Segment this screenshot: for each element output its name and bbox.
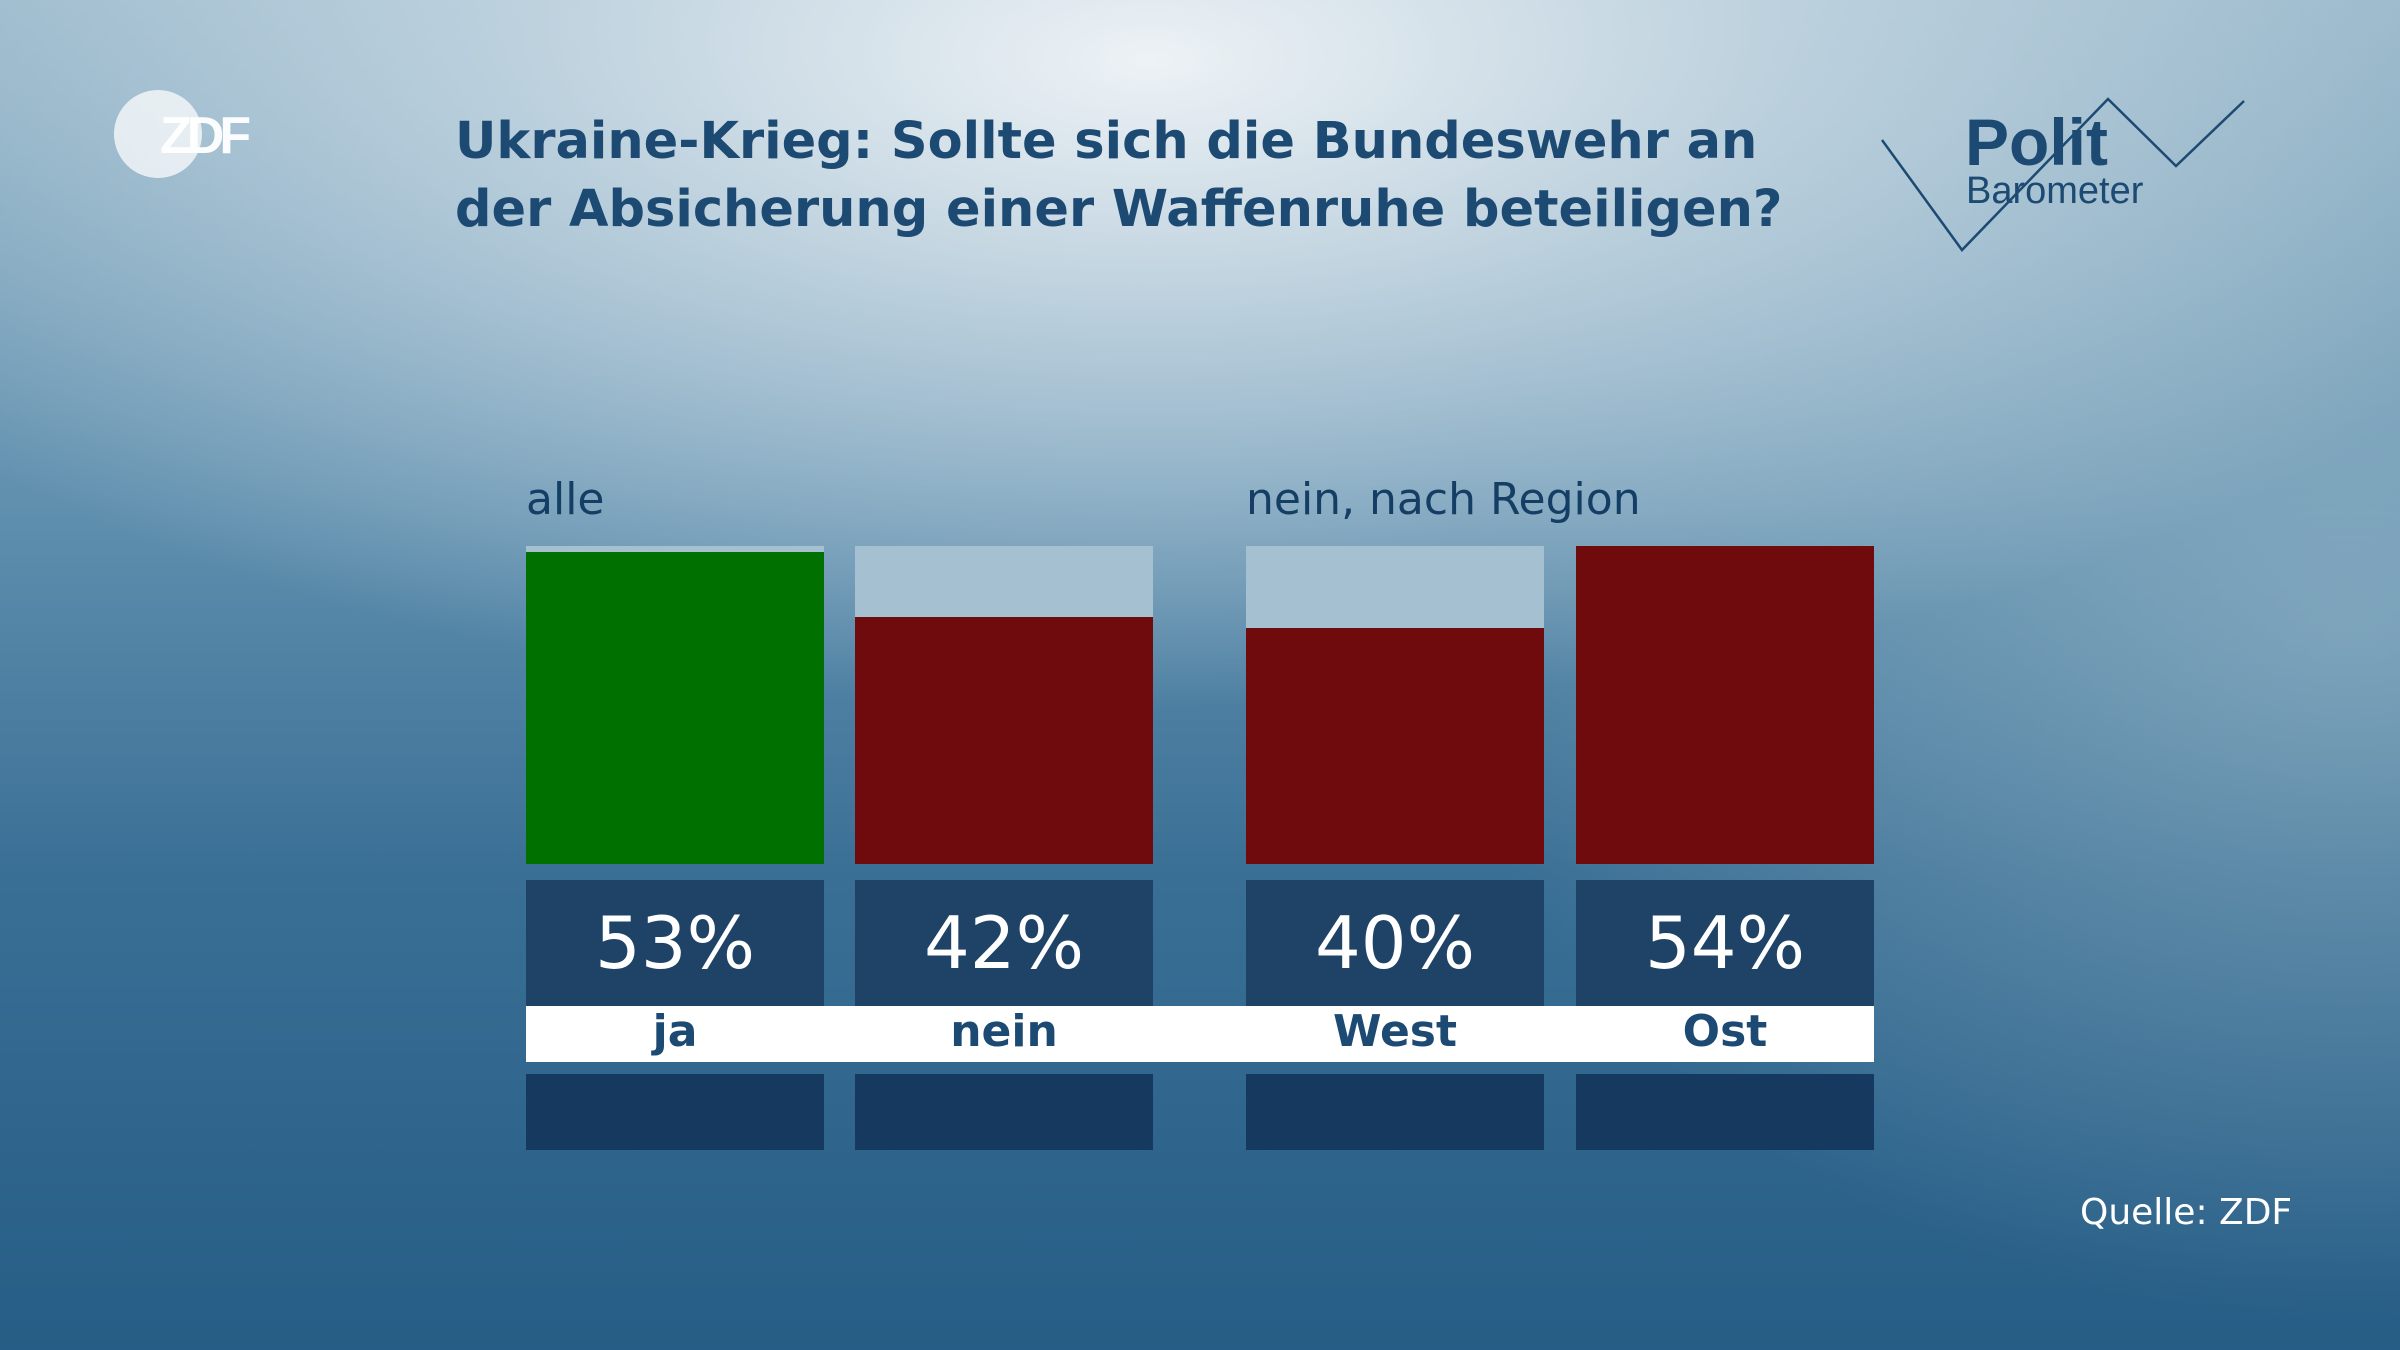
group-label-region: nein, nach Region	[1246, 474, 1641, 525]
category-label-ja: ja	[652, 1006, 698, 1057]
value-box-west: 40%	[1246, 880, 1544, 1006]
value-label-ja: 53%	[594, 901, 756, 985]
value-label-ost: 54%	[1644, 901, 1806, 985]
value-box-ja: 53%	[526, 880, 824, 1006]
bottom-box-west	[1246, 1074, 1544, 1150]
politbarometer-word-polit: Polit	[1965, 105, 2108, 179]
value-box-nein: 42%	[855, 880, 1153, 1006]
source-note: Quelle: ZDF	[2080, 1192, 2293, 1233]
category-label-west: West	[1332, 1006, 1458, 1057]
value-label-west: 40%	[1314, 901, 1476, 985]
bar-nein	[855, 616, 1153, 864]
zdf-logo-text: ZDF	[160, 107, 251, 165]
politbarometer-word-barometer: Barometer	[1966, 170, 2144, 212]
bar-track-west	[1246, 546, 1544, 864]
category-label-ost: Ost	[1682, 1006, 1768, 1057]
category-label-nein: nein	[950, 1006, 1058, 1057]
bar-track-ost	[1576, 546, 1874, 864]
bar-ost	[1576, 546, 1874, 864]
bar-track-ja	[526, 546, 824, 864]
value-box-ost: 54%	[1576, 880, 1874, 1006]
bottom-box-ja	[526, 1074, 824, 1150]
chart-title: Ukraine-Krieg: Sollte sich die Bundesweh…	[455, 112, 1783, 239]
bottom-box-ost	[1576, 1074, 1874, 1150]
zdf-logo: ZDF	[112, 88, 282, 184]
zdf-logo-circle	[114, 90, 202, 178]
bar-west	[1246, 628, 1544, 864]
category-label-band	[526, 1006, 1874, 1062]
value-label-nein: 42%	[923, 901, 1085, 985]
politbarometer-zigzag-icon	[1880, 97, 2245, 252]
bar-track-nein	[855, 546, 1153, 864]
group-label-alle: alle	[526, 474, 605, 525]
politbarometer-logo: Polit Barometer	[1880, 95, 2250, 255]
bar-ja	[526, 551, 824, 864]
bottom-box-nein	[855, 1074, 1153, 1150]
